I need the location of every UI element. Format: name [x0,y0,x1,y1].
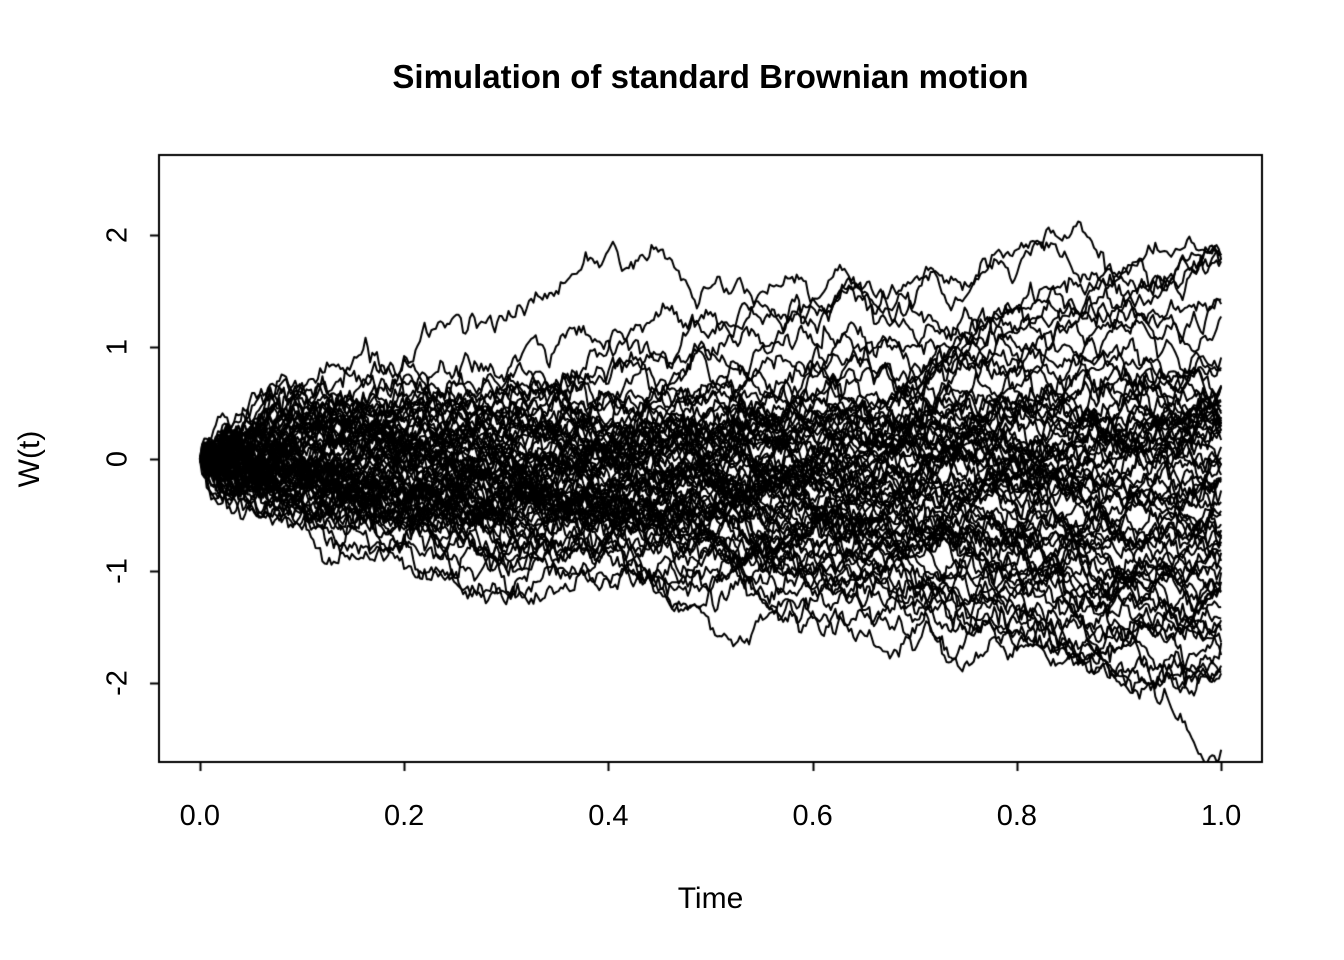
y-tick-label--1: -1 [101,558,134,585]
x-tick-label-1.0: 1.0 [1200,800,1242,832]
x-tick-label-0.0: 0.0 [179,800,221,832]
x-tick-label-0.6: 0.6 [792,800,833,832]
y-axis-title: W(t) [13,430,46,488]
y-tick-label-0: 0 [101,450,134,468]
y-tick-label--2: -2 [101,670,134,697]
x-axis-title: Time [677,882,744,915]
y-tick-label-1: 1 [101,338,134,355]
x-tick-label-0.2: 0.2 [383,800,425,832]
x-tick-label-0.4: 0.4 [588,800,629,832]
x-tick-label-0.8: 0.8 [996,800,1038,832]
y-tick-label-2: 2 [101,226,134,243]
chart-title: Simulation of standard Brownian motion [392,58,1029,95]
